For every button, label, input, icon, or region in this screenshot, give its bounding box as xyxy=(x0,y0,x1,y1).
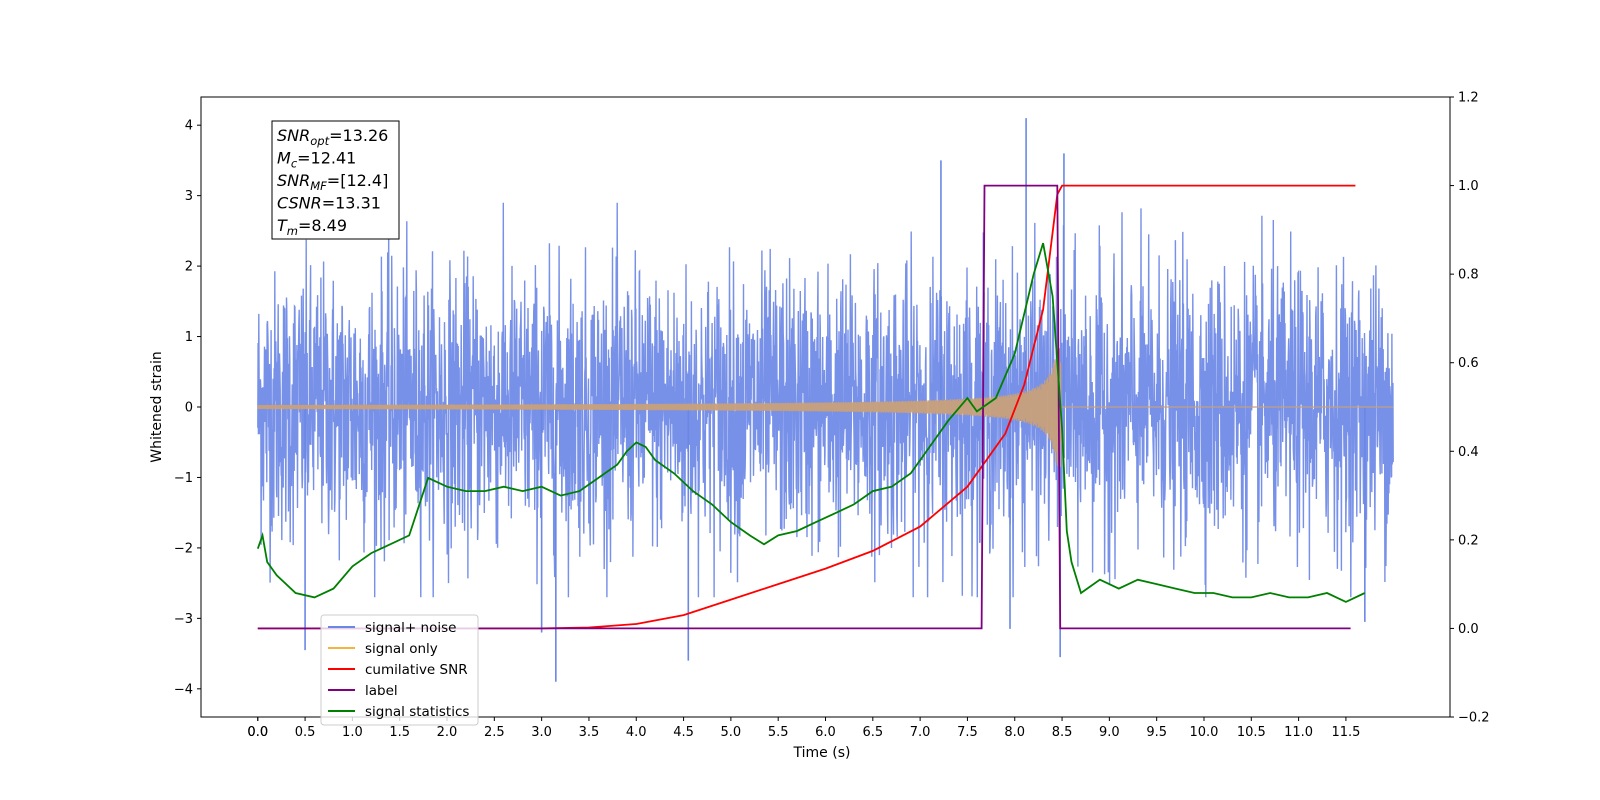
stats-annotation-line: SNRMF=[12.4] xyxy=(277,171,388,193)
x-tick-label: 2.5 xyxy=(484,725,505,740)
x-tick-label: 6.5 xyxy=(862,725,883,740)
legend-entry-label: label xyxy=(365,683,398,699)
y-right-tick-label: 0.0 xyxy=(1458,622,1479,637)
legend-frame xyxy=(320,614,479,726)
legend-entry-label: signal only xyxy=(365,641,438,657)
x-tick-label: 1.5 xyxy=(389,725,410,740)
x-tick-label: 10.5 xyxy=(1237,725,1266,740)
series-signal-only-line xyxy=(257,347,1394,467)
x-tick-label: 11.5 xyxy=(1331,725,1360,740)
legend-entry-label: cumilative SNR xyxy=(365,662,468,678)
x-tick-label: 11.0 xyxy=(1284,725,1313,740)
x-tick-label: 8.5 xyxy=(1052,725,1073,740)
y-axis-right: 1.2 1.0 0.8 0.6 0.4 0.2 0.0 −0.2 xyxy=(1450,91,1490,726)
x-tick-label: 9.5 xyxy=(1146,725,1167,740)
stats-annotation-line: SNRopt=13.26 xyxy=(277,126,388,148)
x-tick-label: 9.0 xyxy=(1099,725,1120,740)
stats-annotation-box: SNRopt=13.26Mc=12.41SNRMF=[12.4]CSNR=13.… xyxy=(271,120,400,240)
y-axis-left-label: Whitened strain xyxy=(149,351,165,462)
y-left-tick-label: 1 xyxy=(185,330,193,345)
legend-entry-label: signal statistics xyxy=(365,704,469,720)
x-axis-label: Time (s) xyxy=(793,745,851,761)
legend-entry-label: signal+ noise xyxy=(365,620,456,636)
x-tick-label: 5.5 xyxy=(768,725,789,740)
y-right-tick-label: 1.0 xyxy=(1458,179,1479,194)
x-axis: 0.00.0 0.5 1.0 1.5 2.0 2.5 3.0 3.5 4.0 4.5 5.0 5.5 6… xyxy=(247,717,1360,740)
stats-annotation-line: Tm=8.49 xyxy=(277,216,347,238)
series-signal-noise-line xyxy=(257,202,1394,598)
legend: signal+ noise signal only cumilative SNR la… xyxy=(320,614,479,726)
x-tick-label: 10.0 xyxy=(1190,725,1219,740)
x-tick-label: 5.0 xyxy=(721,725,742,740)
series-signal-statistics-line xyxy=(256,242,1366,603)
x-tick-label: 7.5 xyxy=(957,725,978,740)
y-left-tick-label: −2 xyxy=(174,541,193,556)
y-right-tick-label: 1.2 xyxy=(1458,91,1479,106)
x-tick-label: 1.0 xyxy=(342,725,363,740)
x-tick-label: 0.0 xyxy=(247,725,268,740)
y-right-tick-label: 0.6 xyxy=(1458,356,1479,371)
x-tick-label: 4.5 xyxy=(673,725,694,740)
y-left-tick-label: 4 xyxy=(185,119,193,134)
y-right-tick-label: 0.4 xyxy=(1458,445,1479,460)
y-left-tick-label: −3 xyxy=(174,612,193,627)
x-tick-label: 7.0 xyxy=(910,725,931,740)
x-tick-label: 8.0 xyxy=(1004,725,1025,740)
series-label-line xyxy=(257,184,1351,630)
x-tick-label: 6.0 xyxy=(815,725,836,740)
stats-annotation-line: Mc=12.41 xyxy=(277,149,356,171)
x-tick-label: 2.0 xyxy=(437,725,458,740)
stats-annotation-frame xyxy=(271,120,400,240)
plot-area xyxy=(256,118,1394,682)
y-left-tick-label: −4 xyxy=(174,682,193,697)
y-left-tick-label: 2 xyxy=(185,260,193,275)
x-tick-label: 0.0 xyxy=(247,725,268,740)
y-left-tick-label: 3 xyxy=(185,189,193,204)
x-tick-label: 3.5 xyxy=(579,725,600,740)
y-axis-left: 4 3 2 1 0 −1 −2 −3 −4 xyxy=(174,119,201,697)
x-tick-label: 3.0 xyxy=(531,725,552,740)
y-left-tick-label: −1 xyxy=(174,471,193,486)
x-tick-label: 4.0 xyxy=(626,725,647,740)
x-tick-label: 0.5 xyxy=(295,725,316,740)
y-right-tick-label: 0.8 xyxy=(1458,268,1479,283)
y-left-tick-label: 0 xyxy=(185,401,193,416)
stats-annotation-line: CSNR=13.31 xyxy=(277,194,381,213)
y-right-tick-label: −0.2 xyxy=(1458,711,1490,726)
y-right-tick-label: 0.2 xyxy=(1458,533,1479,548)
